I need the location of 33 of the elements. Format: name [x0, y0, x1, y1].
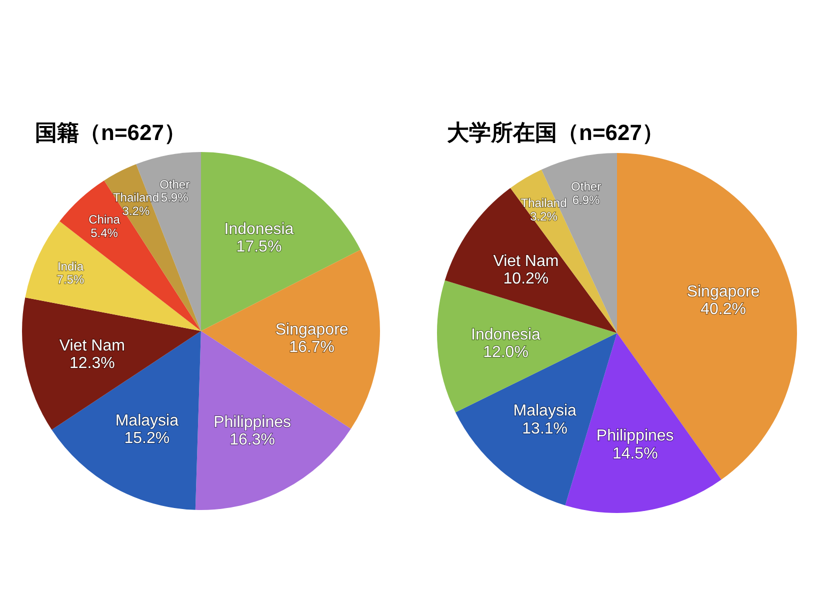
data-label: 5.4% [90, 226, 118, 240]
slice-label: Philippines [214, 414, 292, 432]
slice-label: Malaysia [115, 412, 179, 430]
data-label: 6.9% [572, 192, 600, 207]
data-label: 16.3% [230, 432, 275, 449]
data-label: 10.2% [503, 270, 549, 288]
data-label: 15.2% [124, 430, 170, 448]
slice-label: China [88, 212, 120, 227]
slice-label: Indonesia [224, 220, 294, 238]
slice-label: Singapore [686, 284, 760, 301]
data-label: 12.0% [483, 344, 528, 362]
data-label: 40.2% [700, 301, 746, 318]
data-label: 12.3% [70, 355, 115, 372]
slice-label: Philippines [596, 428, 674, 445]
chart-title: 国籍（n=627） [35, 120, 186, 145]
data-label: 17.5% [236, 238, 282, 256]
data-label: 3.2% [530, 209, 558, 224]
data-label: 14.5% [612, 445, 658, 462]
data-label: 13.1% [522, 420, 568, 438]
slice-label: Viet Nam [59, 337, 125, 354]
slice-label: India [57, 259, 84, 274]
slice-label: Malaysia [513, 402, 577, 420]
slice-label: Indonesia [471, 326, 541, 344]
slice-label: Other [571, 180, 602, 194]
slice-label: Viet Nam [493, 253, 559, 270]
data-label: 5.9% [160, 190, 189, 205]
data-label: 16.7% [289, 339, 335, 356]
data-label: 7.5% [56, 272, 84, 286]
data-label: 3.2% [122, 204, 150, 218]
slice-label: Singapore [275, 322, 348, 339]
slice-label: Thailand [520, 196, 567, 210]
slice-label: Other [160, 177, 190, 192]
chart-title: 大学所在国（n=627） [447, 120, 664, 145]
